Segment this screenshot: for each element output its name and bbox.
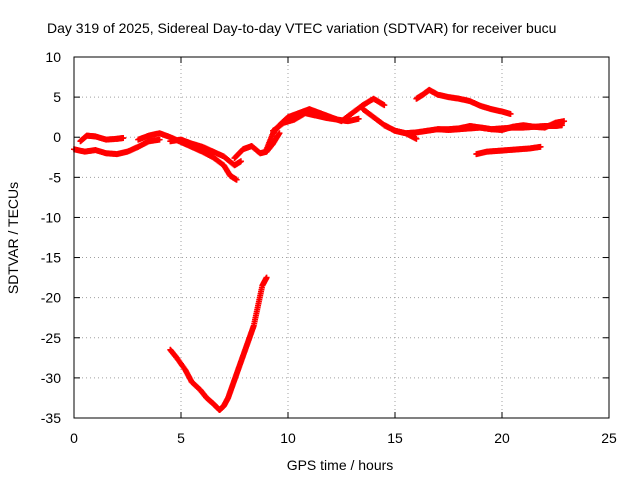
y-tick-label: -35 bbox=[41, 410, 61, 426]
y-tick-label: -30 bbox=[41, 370, 61, 386]
data-point bbox=[413, 135, 420, 142]
series-track bbox=[77, 132, 127, 145]
series-track bbox=[413, 86, 514, 117]
y-tick-label: -5 bbox=[49, 169, 62, 185]
x-tick-label: 0 bbox=[70, 430, 78, 446]
data-marks bbox=[71, 86, 568, 413]
series-track bbox=[167, 136, 244, 169]
x-tick-label: 10 bbox=[280, 430, 296, 446]
x-tick-label: 15 bbox=[387, 430, 403, 446]
series-track bbox=[71, 136, 163, 158]
data-point bbox=[263, 274, 270, 281]
x-tick-label: 5 bbox=[177, 430, 185, 446]
data-point bbox=[561, 118, 568, 125]
series-track bbox=[359, 106, 420, 142]
y-axis-label: SDTVAR / TECUs bbox=[5, 182, 21, 294]
data-point bbox=[237, 158, 244, 165]
y-tick-label: -25 bbox=[41, 330, 61, 346]
series-track bbox=[270, 110, 362, 134]
series-track bbox=[167, 274, 270, 413]
plot-frame bbox=[73, 56, 610, 419]
y-tick-label: 10 bbox=[45, 49, 61, 65]
x-axis-label: GPS time / hours bbox=[287, 457, 394, 473]
x-tick-label: 20 bbox=[494, 430, 510, 446]
chart-title: Day 319 of 2025, Sidereal Day-to-day VTE… bbox=[47, 20, 556, 36]
axis-ticks: 0 5 10 15 20 25 10 5 0 -5 -10 -15 -20 -25 -30 -35 bbox=[41, 49, 617, 446]
data-point bbox=[507, 110, 514, 117]
data-point bbox=[156, 136, 163, 143]
data-point bbox=[381, 102, 388, 109]
data-point bbox=[537, 143, 544, 150]
data-point bbox=[355, 115, 362, 122]
series-track bbox=[473, 143, 544, 158]
x-tick-label: 25 bbox=[601, 430, 617, 446]
data-point bbox=[276, 130, 283, 137]
y-tick-label: 5 bbox=[53, 89, 61, 105]
y-tick-label: -15 bbox=[41, 250, 61, 266]
y-tick-label: 0 bbox=[53, 129, 61, 145]
data-point bbox=[120, 135, 127, 142]
y-tick-label: -20 bbox=[41, 290, 61, 306]
y-tick-label: -10 bbox=[41, 209, 61, 225]
data-point bbox=[233, 176, 240, 183]
series-track bbox=[434, 118, 568, 134]
grid bbox=[74, 57, 609, 418]
